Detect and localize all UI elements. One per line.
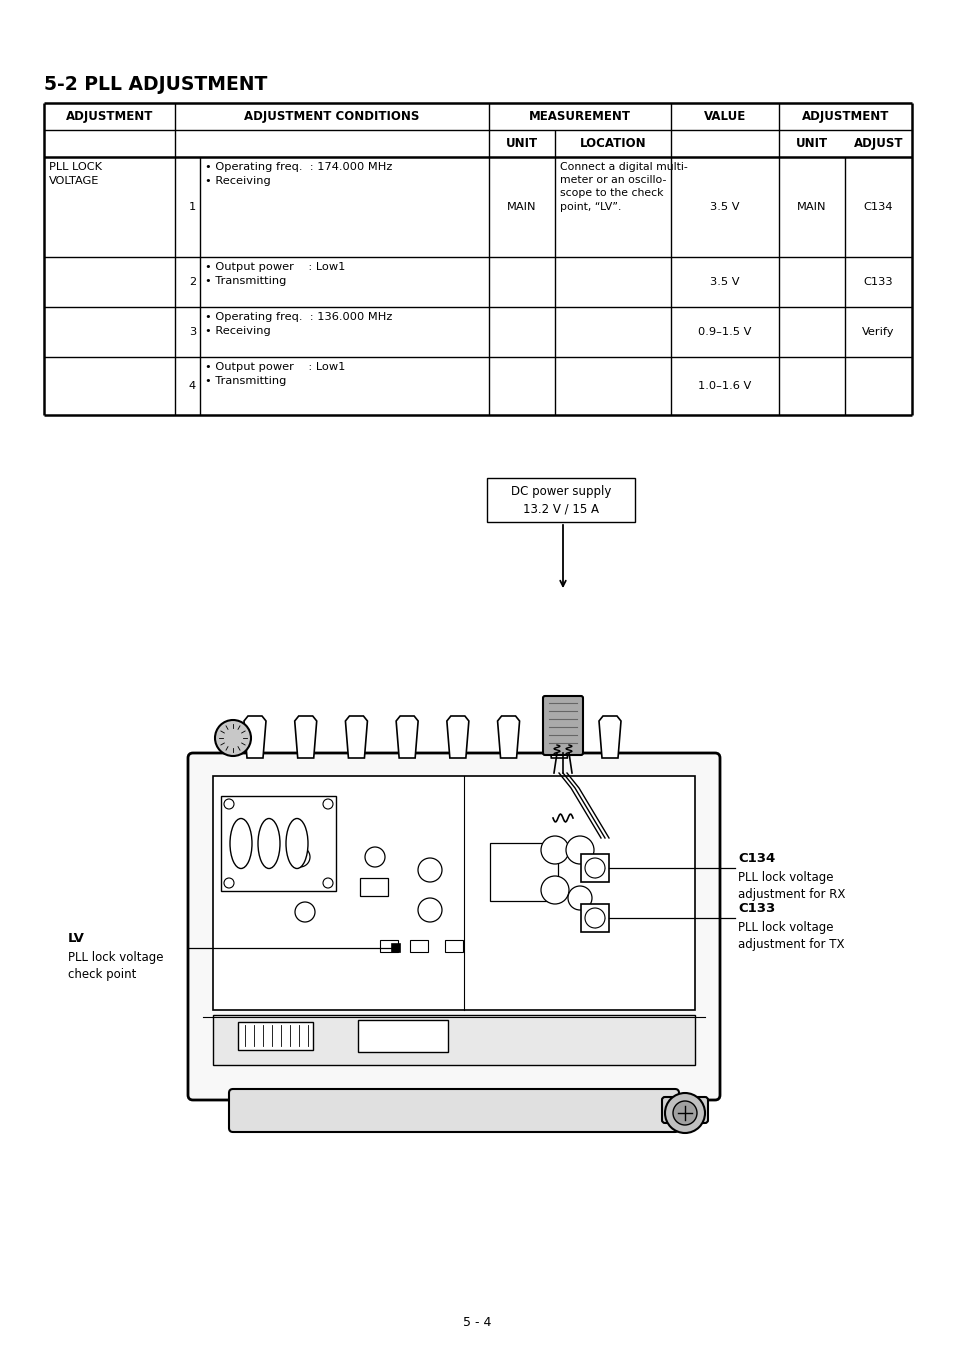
Text: Verify: Verify [862, 327, 894, 336]
Text: C134: C134 [738, 852, 775, 865]
Circle shape [584, 908, 604, 928]
Bar [237, 1021, 313, 1050]
Circle shape [224, 878, 233, 888]
FancyBboxPatch shape [229, 1089, 679, 1132]
Text: 2: 2 [189, 277, 195, 286]
Circle shape [417, 858, 441, 882]
Circle shape [672, 1101, 697, 1125]
Text: PLL lock voltage
adjustment for TX: PLL lock voltage adjustment for TX [738, 921, 843, 951]
Circle shape [224, 798, 233, 809]
Bar [359, 878, 388, 896]
Text: UNIT: UNIT [505, 136, 537, 150]
Text: ADJUSTMENT: ADJUSTMENT [801, 109, 888, 123]
Text: DC power supply
13.2 V / 15 A: DC power supply 13.2 V / 15 A [510, 485, 611, 516]
Text: • Output power    : Low1
• Transmitting: • Output power : Low1 • Transmitting [205, 362, 345, 386]
Circle shape [664, 1093, 704, 1133]
Text: UNIT: UNIT [795, 136, 827, 150]
Bar [410, 940, 428, 952]
Bar [580, 854, 608, 882]
Text: 5-2 PLL ADJUSTMENT: 5-2 PLL ADJUSTMENT [44, 76, 267, 95]
Bar [221, 796, 335, 892]
Polygon shape [598, 716, 620, 758]
Circle shape [214, 720, 251, 757]
Text: LOCATION: LOCATION [579, 136, 645, 150]
Text: MAIN: MAIN [507, 203, 537, 212]
Text: MEASUREMENT: MEASUREMENT [529, 109, 630, 123]
FancyBboxPatch shape [661, 1097, 707, 1123]
Bar [213, 1015, 695, 1065]
Text: ADJUSTMENT: ADJUSTMENT [66, 109, 153, 123]
Polygon shape [294, 716, 316, 758]
Circle shape [323, 798, 333, 809]
Text: PLL lock voltage
adjustment for RX: PLL lock voltage adjustment for RX [738, 871, 844, 901]
Bar [580, 904, 608, 932]
Polygon shape [497, 716, 519, 758]
FancyBboxPatch shape [542, 696, 582, 755]
Bar [444, 940, 462, 952]
Circle shape [290, 847, 310, 867]
Text: • Operating freq.  : 174.000 MHz
• Receiving: • Operating freq. : 174.000 MHz • Receiv… [205, 162, 392, 186]
Circle shape [567, 886, 592, 911]
Bar [213, 775, 695, 1011]
Bar [490, 843, 558, 901]
Text: C133: C133 [738, 902, 775, 915]
Circle shape [417, 898, 441, 921]
Polygon shape [548, 716, 570, 758]
Circle shape [323, 878, 333, 888]
Bar [486, 478, 635, 521]
Text: C133: C133 [862, 277, 892, 286]
Polygon shape [446, 716, 468, 758]
Text: VALUE: VALUE [703, 109, 745, 123]
Text: 0.9–1.5 V: 0.9–1.5 V [698, 327, 751, 336]
Text: 3.5 V: 3.5 V [709, 203, 739, 212]
Circle shape [365, 847, 385, 867]
Ellipse shape [286, 819, 308, 869]
Text: • Output power    : Low1
• Transmitting: • Output power : Low1 • Transmitting [205, 262, 345, 286]
Text: LV: LV [68, 932, 85, 944]
Ellipse shape [230, 819, 252, 869]
Text: 1.0–1.6 V: 1.0–1.6 V [698, 381, 751, 390]
Circle shape [540, 875, 568, 904]
Bar [392, 944, 399, 952]
FancyBboxPatch shape [188, 753, 720, 1100]
Text: ADJUSTMENT CONDITIONS: ADJUSTMENT CONDITIONS [244, 109, 419, 123]
Text: Connect a digital multi-
meter or an oscillo-
scope to the check
point, “LV”.: Connect a digital multi- meter or an osc… [559, 162, 687, 212]
Text: 3.5 V: 3.5 V [709, 277, 739, 286]
Circle shape [584, 858, 604, 878]
Text: ADJUST: ADJUST [853, 136, 902, 150]
Bar [357, 1020, 448, 1052]
Text: 3: 3 [189, 327, 195, 336]
Circle shape [540, 836, 568, 865]
Polygon shape [395, 716, 417, 758]
Bar [379, 940, 397, 952]
Polygon shape [244, 716, 266, 758]
Text: PLL lock voltage
check point: PLL lock voltage check point [68, 951, 163, 981]
Text: PLL LOCK
VOLTAGE: PLL LOCK VOLTAGE [49, 162, 102, 186]
Text: 1: 1 [189, 203, 195, 212]
Circle shape [294, 902, 314, 921]
Polygon shape [345, 716, 367, 758]
Ellipse shape [257, 819, 280, 869]
Text: MAIN: MAIN [797, 203, 826, 212]
Text: 4: 4 [189, 381, 195, 390]
Circle shape [565, 836, 594, 865]
Text: 5 - 4: 5 - 4 [462, 1316, 491, 1328]
Text: C134: C134 [862, 203, 892, 212]
Text: • Operating freq.  : 136.000 MHz
• Receiving: • Operating freq. : 136.000 MHz • Receiv… [205, 312, 392, 336]
